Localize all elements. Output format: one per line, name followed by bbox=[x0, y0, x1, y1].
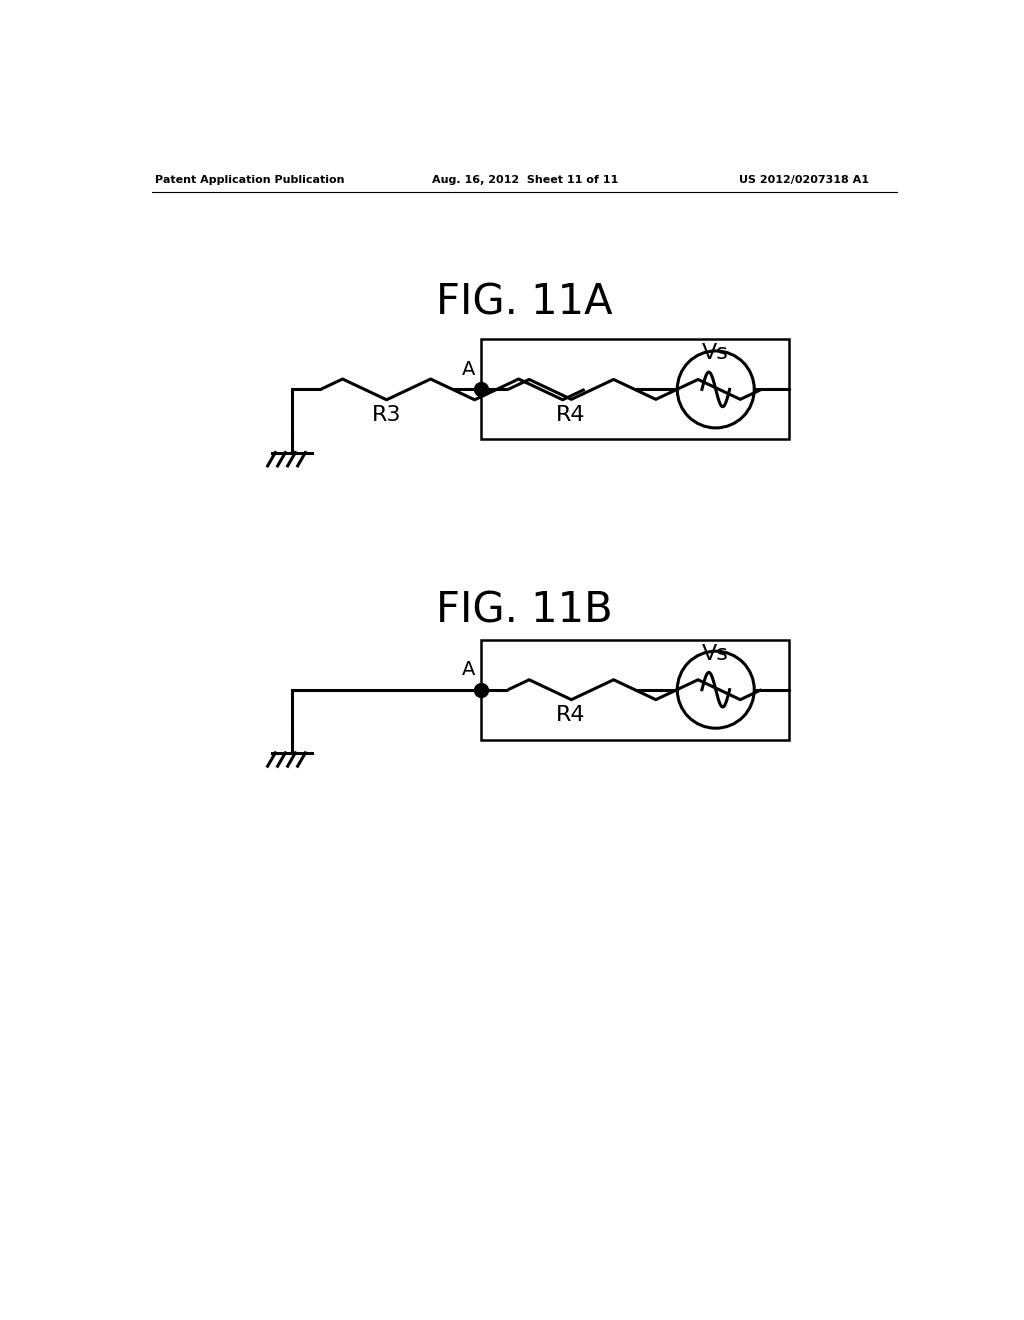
Bar bbox=[481, 640, 788, 739]
Text: Vs: Vs bbox=[702, 644, 729, 664]
Text: A: A bbox=[462, 359, 475, 379]
Text: Vs: Vs bbox=[702, 343, 729, 363]
Text: R4: R4 bbox=[556, 705, 586, 725]
Bar bbox=[481, 339, 788, 440]
Text: Patent Application Publication: Patent Application Publication bbox=[156, 176, 345, 185]
Text: Aug. 16, 2012  Sheet 11 of 11: Aug. 16, 2012 Sheet 11 of 11 bbox=[432, 176, 617, 185]
Text: R4: R4 bbox=[556, 405, 586, 425]
Text: FIG. 11B: FIG. 11B bbox=[436, 590, 613, 631]
Text: US 2012/0207318 A1: US 2012/0207318 A1 bbox=[739, 176, 869, 185]
Text: R3: R3 bbox=[372, 405, 401, 425]
Text: A: A bbox=[462, 660, 475, 678]
Text: FIG. 11A: FIG. 11A bbox=[436, 281, 613, 323]
